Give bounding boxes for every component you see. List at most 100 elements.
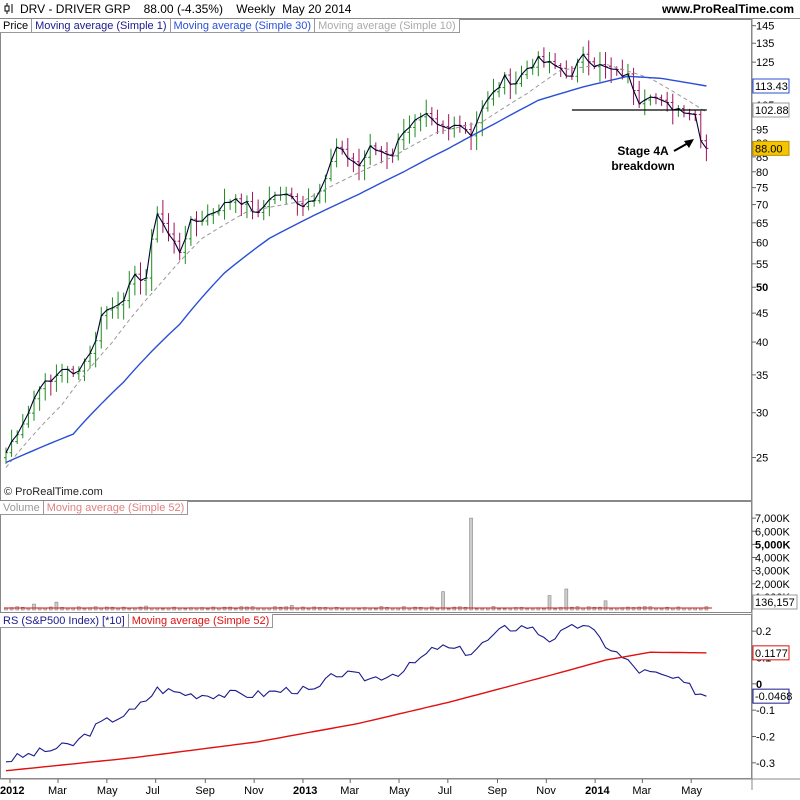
rs-legend: RS (S&P500 Index) [*10] Moving average (… bbox=[0, 614, 274, 628]
rs-value-box bbox=[752, 688, 790, 704]
volume-bar bbox=[480, 608, 485, 611]
volume-bar bbox=[631, 607, 636, 611]
volume-bar bbox=[32, 603, 36, 611]
volume-bar bbox=[256, 607, 260, 611]
volume-bar bbox=[474, 608, 479, 611]
volume-bar bbox=[598, 606, 602, 611]
volume-bar bbox=[502, 608, 507, 611]
site-url[interactable]: www.ProRealTime.com bbox=[661, 2, 794, 16]
price-tick-label: 70 bbox=[756, 200, 768, 212]
legend-ma30[interactable]: Moving average (Simple 30) bbox=[170, 19, 316, 33]
volume-bar bbox=[116, 608, 120, 611]
rs-tick-label: 0 bbox=[756, 679, 762, 691]
x-tick-label: Sep bbox=[195, 785, 215, 797]
volume-bar bbox=[446, 608, 451, 611]
rs-panel-frame bbox=[0, 614, 752, 779]
volume-tick-label: 5,000K bbox=[755, 539, 791, 551]
volume-bar bbox=[200, 607, 204, 611]
volume-tick-label: 6,000K bbox=[755, 526, 791, 538]
volume-panel-frame bbox=[0, 501, 752, 613]
volume-tick-label: 3,000K bbox=[755, 566, 791, 578]
volume-bar bbox=[558, 607, 563, 611]
volume-bar bbox=[609, 608, 613, 611]
volume-bar bbox=[21, 606, 25, 611]
price-tick-label: 45 bbox=[756, 308, 768, 320]
rs-tick-label: -0.2 bbox=[756, 732, 775, 744]
volume-bar bbox=[374, 608, 378, 611]
price-legend: Price Moving average (Simple 1) Moving a… bbox=[0, 19, 460, 33]
volume-tick-label: 4,000K bbox=[755, 553, 791, 565]
volume-bar bbox=[508, 607, 513, 611]
price-tick-label: 80 bbox=[756, 167, 768, 179]
legend-rs[interactable]: RS (S&P500 Index) [*10] bbox=[0, 614, 129, 628]
volume-bar bbox=[525, 608, 529, 611]
legend-price[interactable]: Price bbox=[0, 19, 33, 33]
last-close-value-box bbox=[752, 140, 790, 156]
volume-bar bbox=[183, 608, 188, 611]
legend-ma1[interactable]: Moving average (Simple 1) bbox=[32, 19, 171, 33]
resistance-value-label: 102.88 bbox=[755, 105, 789, 117]
annotation-line2: breakdown bbox=[611, 159, 675, 173]
x-tick-label: Jul bbox=[146, 785, 160, 797]
volume-bar bbox=[317, 607, 322, 611]
volume-bar bbox=[418, 607, 423, 611]
price-tick-label: 50 bbox=[756, 282, 768, 294]
price-tick-label: 35 bbox=[756, 370, 768, 382]
volume-bar bbox=[357, 608, 361, 611]
volume-bar bbox=[654, 607, 658, 611]
price-tick-label: 135 bbox=[756, 38, 774, 50]
volume-bar bbox=[222, 606, 227, 611]
chart-header: DRV - DRIVER GRP 88.00 (-4.35%) Weekly M… bbox=[0, 0, 800, 19]
ma30-line bbox=[5, 75, 707, 464]
annotation-arrow-head bbox=[684, 139, 694, 148]
stage-annotation: Stage 4A breakdown bbox=[598, 144, 688, 174]
ma30-value-box bbox=[752, 78, 790, 94]
volume-bar bbox=[60, 607, 64, 611]
candlestick-icon bbox=[4, 3, 13, 14]
price-tick-label: 55 bbox=[756, 259, 768, 271]
volume-tick-label: 7,000K bbox=[755, 513, 791, 525]
copyright-notice: © ProRealTime.com bbox=[4, 486, 103, 498]
price-tick-label: 125 bbox=[756, 57, 774, 69]
volume-legend: Volume Moving average (Simple 52) bbox=[0, 501, 189, 515]
rs-line bbox=[5, 623, 707, 763]
rs-tick-label: -0.1 bbox=[756, 705, 775, 717]
ma10-line bbox=[5, 63, 707, 468]
rs-ma-value-box bbox=[752, 645, 790, 661]
volume-bar bbox=[205, 608, 210, 611]
x-tick-label: 2014 bbox=[585, 785, 610, 797]
x-tick-label: Jul bbox=[438, 785, 452, 797]
x-tick-label: May bbox=[389, 785, 410, 797]
volume-bar bbox=[121, 606, 126, 611]
volume-bar bbox=[278, 606, 283, 611]
chart-title: DRV - DRIVER GRP 88.00 (-4.35%) Weekly M… bbox=[20, 2, 352, 16]
x-tick-label: Sep bbox=[487, 785, 507, 797]
x-tick-label: May bbox=[97, 785, 118, 797]
annotation-line1: Stage 4A bbox=[617, 144, 669, 158]
volume-bars bbox=[4, 517, 709, 611]
volume-bar bbox=[385, 607, 389, 611]
legend-rs-ma[interactable]: Moving average (Simple 52) bbox=[128, 614, 274, 628]
price-tick-label: 145 bbox=[756, 21, 774, 33]
legend-volume[interactable]: Volume bbox=[0, 501, 44, 515]
price-tick-label: 40 bbox=[756, 337, 768, 349]
volume-bar bbox=[82, 608, 87, 611]
volume-bar bbox=[334, 607, 339, 611]
legend-ma10[interactable]: Moving average (Simple 10) bbox=[315, 19, 460, 33]
volume-bar bbox=[659, 608, 664, 611]
x-tick-label: Nov bbox=[536, 785, 556, 797]
volume-bar bbox=[463, 606, 468, 611]
volume-bar bbox=[306, 608, 311, 611]
rs-tick-label: 0.2 bbox=[756, 626, 771, 638]
rs-tick-label: -0.3 bbox=[756, 758, 775, 770]
volume-last-box bbox=[752, 594, 798, 610]
volume-bar bbox=[665, 606, 669, 611]
volume-bar bbox=[519, 607, 524, 611]
volume-bar bbox=[127, 608, 132, 611]
volume-last-label: 136,157 bbox=[755, 597, 795, 609]
volume-bar bbox=[497, 608, 501, 611]
legend-volume-ma[interactable]: Moving average (Simple 52) bbox=[43, 501, 189, 515]
volume-bar bbox=[542, 608, 546, 611]
volume-bar bbox=[413, 606, 417, 611]
